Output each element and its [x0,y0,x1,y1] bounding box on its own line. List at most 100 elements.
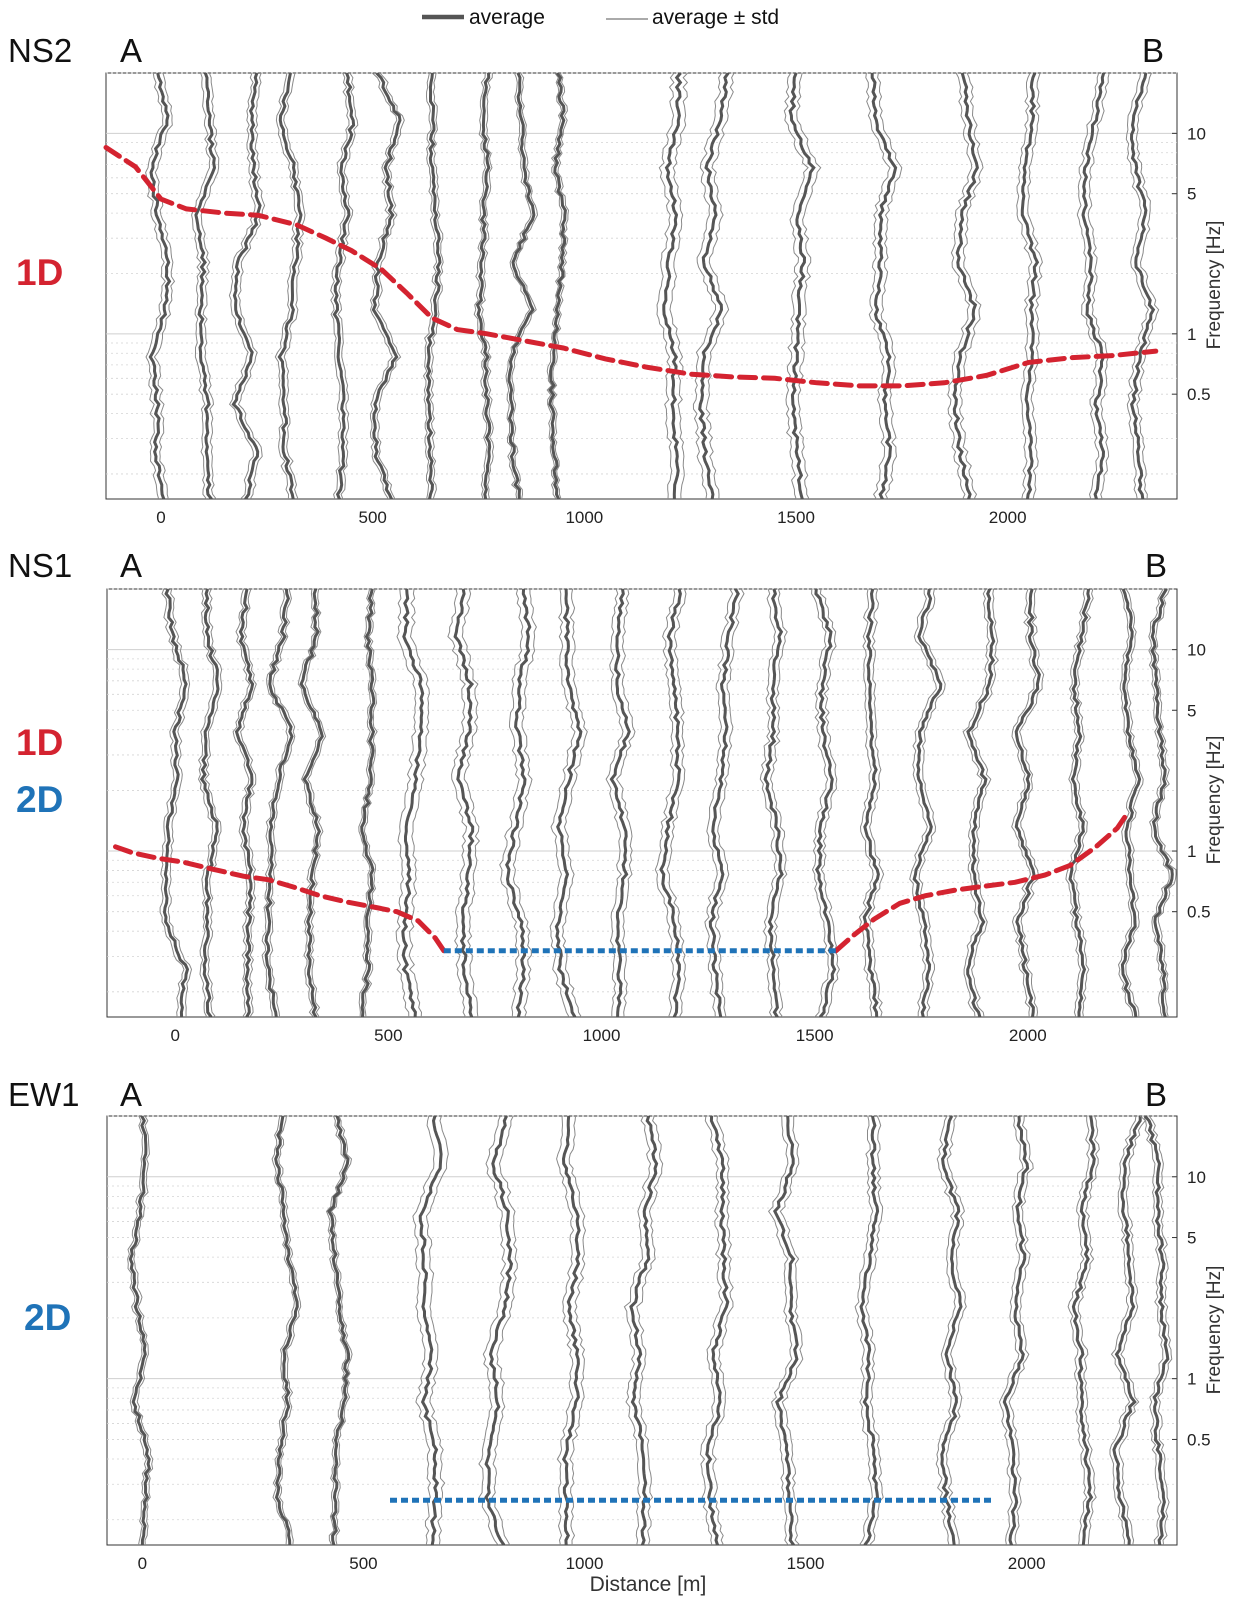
x-tick-label: 2000 [989,508,1027,527]
average-curve [561,1116,581,1545]
classification-1d-label: 1D [16,722,63,763]
std-curve [167,589,193,1017]
y-axis-label: Frequency [Hz] [1204,221,1225,350]
average-curve [332,73,356,499]
std-curve [656,73,675,499]
average-curve [940,1116,963,1545]
std-curve [159,589,185,1017]
std-curve [858,589,874,1017]
x-tick-labels: 0 500 1000 1500 2000 [138,1554,1046,1573]
average-curve [1014,589,1041,1017]
endpoint-a-label: A [120,32,142,69]
std-curve [237,73,266,499]
std-curve [947,73,973,499]
average-curve [1150,589,1174,1017]
std-curve [479,73,495,499]
fundamental-frequency-lines [103,145,1159,389]
y-tick-label: 5 [1187,701,1196,720]
average-curve [862,589,880,1017]
average-curve [148,73,172,499]
std-curve [1067,1116,1090,1545]
std-curve [478,1116,507,1545]
x-tick-label: 1500 [796,1026,834,1045]
x-tick-label: 1500 [777,508,815,527]
x-tick-label: 500 [359,508,387,527]
std-curve [998,1116,1024,1545]
std-curve [935,1116,956,1545]
std-curve [425,1116,449,1545]
std-curve [511,73,539,499]
std-curve [1065,589,1086,1017]
std-curve [204,589,223,1017]
average-curve [548,73,567,499]
average-curve [1120,589,1142,1017]
average-curve [1068,589,1091,1017]
std-curve [1154,589,1177,1017]
std-curve [283,73,306,499]
std-curve [330,1116,353,1545]
std-curve [1011,589,1037,1017]
std-curve [712,1116,734,1545]
hvsr-curves [145,73,1160,499]
average-curve [274,1116,299,1545]
std-curve [1087,73,1110,499]
average-curve [234,589,255,1017]
std-curve [127,1116,147,1545]
std-curve [1027,73,1043,499]
average-curve [952,73,979,499]
std-curve [1118,1116,1146,1545]
average-curve [1112,1116,1142,1545]
std-curve [769,589,788,1017]
std-curve [153,73,176,499]
std-curve [854,1116,874,1545]
std-curve [561,589,588,1017]
x-tick-label: 0 [170,1026,179,1045]
x-tick-label: 500 [349,1554,377,1573]
classification-2d-label: 2D [24,1297,71,1338]
average-curve [859,1116,880,1545]
x-tick-label: 500 [374,1026,402,1045]
std-curve [1139,1116,1164,1545]
endpoint-b-label: B [1145,547,1167,584]
std-curve [945,1116,967,1545]
x-tick-label: 1500 [787,1554,825,1573]
std-curve [337,73,359,499]
hvsr-curves [127,1116,1173,1545]
average-curve [327,1116,351,1545]
y-tick-label: 0.5 [1187,385,1211,404]
average-curve [277,73,303,499]
std-curve [811,589,830,1017]
legend: average average ± std [422,6,779,29]
profile-name: NS1 [8,547,72,584]
std-curve [552,73,570,499]
y-tick-label: 0.5 [1187,903,1211,922]
average-curve [1071,1116,1096,1545]
x-tick-label: 1000 [565,508,603,527]
std-curve [568,1116,587,1545]
y-tick-labels: 0.5 1 5 10 [1172,124,1211,404]
std-curve [376,73,405,499]
std-curve [779,1116,804,1545]
std-curve [330,73,350,499]
average-curve [773,1116,799,1545]
std-curve [412,1116,435,1545]
average-curve [418,1116,443,1545]
std-curve [191,73,211,499]
std-curve [714,589,745,1017]
std-curve [549,589,576,1017]
average-curve [1143,1116,1170,1545]
profile-name: EW1 [8,1076,80,1113]
std-curve [1077,1116,1100,1545]
profile-name: NS2 [8,32,72,69]
std-curve [145,73,166,499]
y-tick-labels: 0.5 1 5 10 [1172,641,1211,922]
x-tick-label: 2000 [1009,1026,1047,1045]
std-curve [1148,1116,1173,1545]
std-curve [1117,589,1137,1017]
std-curve [865,73,891,499]
std-curve [408,589,430,1017]
std-curve [363,589,378,1017]
average-curve [554,589,583,1017]
average-curve [231,73,262,499]
std-curve [669,73,689,499]
